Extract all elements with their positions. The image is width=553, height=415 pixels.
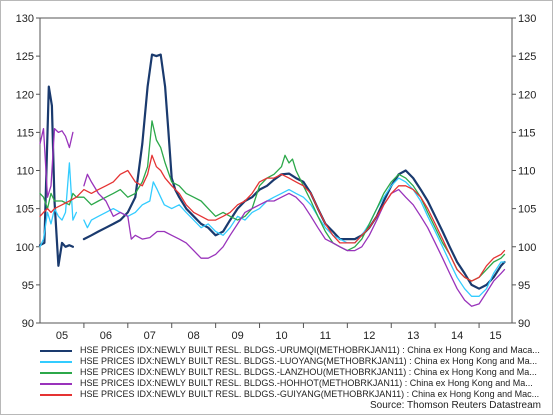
legend-label: HSE PRICES IDX:NEWLY BUILT RESL. BLDGS.-… [80,378,533,388]
legend-item: HSE PRICES IDX:NEWLY BUILT RESL. BLDGS.-… [40,356,550,367]
x-tick-label: 05 [56,330,68,342]
y-tick-label-right: 105 [518,204,536,216]
series-lines [38,53,506,307]
y-tick-label-right: 125 [518,51,536,63]
y-tick-label-right: 130 [518,13,536,25]
series-line [83,177,506,297]
y-tick-label-left: 90 [22,318,34,330]
y-tick-label-left: 125 [16,51,34,63]
y-tick-label-left: 110 [16,166,34,178]
legend-item: HSE PRICES IDX:NEWLY BUILT RESL. BLDGS.-… [40,345,550,356]
x-tick-label: 11 [320,330,331,342]
y-tick-label-right: 120 [518,89,536,101]
y-tick-label-left: 105 [16,204,34,216]
x-tick-label: 08 [188,330,200,342]
x-tick-label: 07 [144,330,156,342]
series-5 [39,154,506,282]
y-tick-label-left: 130 [16,13,34,25]
x-tick-label: 10 [275,330,287,342]
legend: HSE PRICES IDX:NEWLY BUILT RESL. BLDGS.-… [40,345,550,400]
y-tick-label-right: 95 [518,280,530,292]
y-tick-label-left: 115 [16,127,34,139]
legend-label: HSE PRICES IDX:NEWLY BUILT RESL. BLDGS.-… [80,356,538,366]
legend-item: HSE PRICES IDX:NEWLY BUILT RESL. BLDGS.-… [40,367,550,378]
legend-label: HSE PRICES IDX:NEWLY BUILT RESL. BLDGS.-… [80,345,540,355]
y-tick-label-left: 120 [16,89,34,101]
legend-item: HSE PRICES IDX:NEWLY BUILT RESL. BLDGS.-… [40,378,550,389]
legend-swatch [40,394,72,396]
series-4 [39,127,506,307]
y-tick-label-right: 115 [518,127,536,139]
legend-swatch [40,361,72,363]
x-tick-label: 09 [231,330,243,342]
tick-labels: 90 90 95 95 100 100 105 105 110 110 115 115 120 120 12… [16,13,537,342]
line-chart: 90 90 95 95 100 100 105 105 110 110 115 115 120 120 12… [16,13,537,342]
x-tick-label: 12 [363,330,375,342]
legend-swatch [40,350,72,352]
y-tick-label-right: 90 [518,318,530,330]
x-tick-label: 14 [451,330,463,342]
x-tick-label: 13 [407,330,419,342]
source-note: Source: Thomson Reuters Datastream [369,400,541,411]
legend-swatch [40,383,72,385]
series-1 [38,53,506,290]
series-line [83,173,506,307]
y-tick-label-left: 95 [22,280,34,292]
plot-area-border [39,17,513,324]
legend-label: HSE PRICES IDX:NEWLY BUILT RESL. BLDGS.-… [80,389,540,399]
y-tick-label-right: 100 [518,242,536,254]
legend-swatch [40,372,72,374]
x-tick-label: 15 [489,330,501,342]
series-line [39,162,78,248]
axes [36,17,516,328]
series-2 [39,162,506,297]
y-tick-label-right: 110 [518,166,536,178]
series-line [39,127,74,198]
legend-item: HSE PRICES IDX:NEWLY BUILT RESL. BLDGS.-… [40,389,550,400]
series-line [82,53,506,290]
series-line [39,154,506,282]
y-tick-label-left: 100 [16,242,34,254]
series-line [38,85,74,267]
x-tick-label: 06 [100,330,112,342]
legend-label: HSE PRICES IDX:NEWLY BUILT RESL. BLDGS.-… [80,367,537,377]
